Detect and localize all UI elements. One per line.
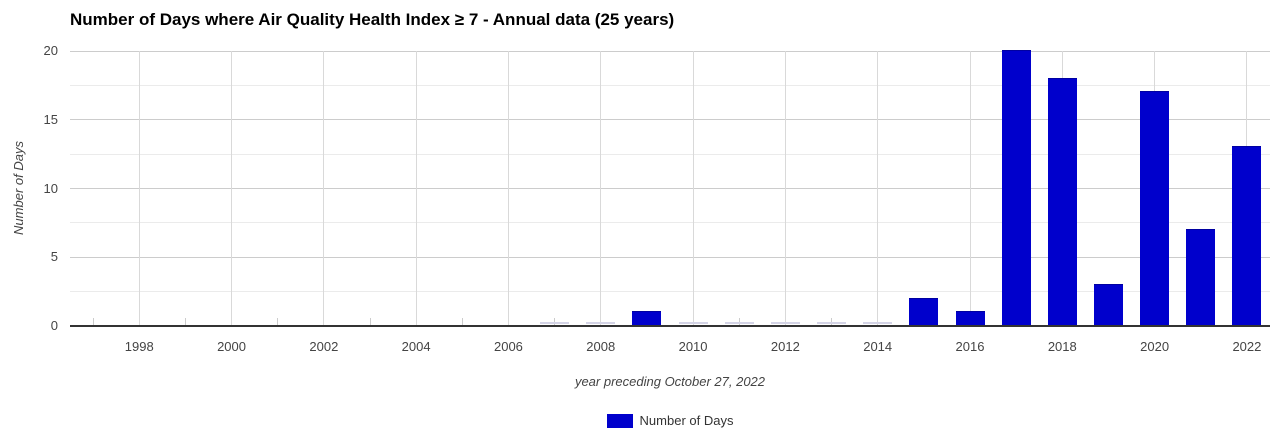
- x-tick-label-2008: 2008: [586, 339, 616, 354]
- gridline-x2016: [969, 51, 971, 326]
- gridline-x2004: [415, 51, 417, 326]
- x-tick-label-2022: 2022: [1232, 339, 1262, 354]
- x-tick-label-2004: 2004: [401, 339, 431, 354]
- y-axis-title: Number of Days: [11, 141, 26, 235]
- x-tick-label-2016: 2016: [955, 339, 985, 354]
- bar-2019[interactable]: [1093, 283, 1123, 326]
- gridline-x2012: [784, 51, 786, 326]
- x-tick-label-2010: 2010: [678, 339, 708, 354]
- x-tick-label-2012: 2012: [770, 339, 800, 354]
- zero-bar-2014: [863, 322, 893, 324]
- legend-label: Number of Days: [639, 413, 734, 428]
- y-tick-label-5: 5: [50, 249, 58, 265]
- y-tick-label-10: 10: [43, 180, 58, 196]
- minor-gridline-y12.5: [70, 153, 1270, 155]
- chart-title: Number of Days where Air Quality Health …: [70, 10, 675, 29]
- x-tick-label-1998: 1998: [124, 339, 154, 354]
- gridline-y5: [70, 256, 1270, 258]
- gridline-x2000: [231, 51, 233, 326]
- x-tick-label-2020: 2020: [1140, 339, 1170, 354]
- bar-2016[interactable]: [955, 311, 985, 326]
- gridline-x2014: [877, 51, 879, 326]
- axis-tick-2011: [738, 318, 740, 325]
- gridline-x2008: [600, 51, 602, 326]
- zero-bar-2007: [540, 322, 570, 324]
- minor-gridline-y7.5: [70, 222, 1270, 224]
- y-tick-label-15: 15: [43, 111, 58, 127]
- x-tick-label-2002: 2002: [309, 339, 339, 354]
- x-axis-title: year preceding October 27, 2022: [574, 374, 766, 389]
- bar-2020[interactable]: [1140, 91, 1170, 326]
- x-tick-label-2018: 2018: [1047, 339, 1077, 354]
- bar-2018[interactable]: [1047, 77, 1077, 326]
- gridline-x2002: [323, 51, 325, 326]
- axis-tick-2001: [277, 318, 279, 325]
- axis-tick-1997: [92, 318, 94, 325]
- x-axis-line: [70, 324, 1270, 327]
- axis-tick-2013: [831, 318, 833, 325]
- bar-2022[interactable]: [1232, 146, 1262, 326]
- zero-bar-2010: [678, 322, 708, 324]
- axis-tick-2003: [369, 318, 371, 325]
- axis-tick-1999: [184, 318, 186, 325]
- gridline-y10: [70, 188, 1270, 189]
- x-tick-label-2014: 2014: [863, 339, 893, 354]
- x-tick-label-2006: 2006: [493, 339, 523, 354]
- zero-bar-2008: [586, 322, 616, 324]
- plot-area: [70, 50, 1270, 327]
- zero-bar-2011: [724, 322, 754, 324]
- legend: Number of Days: [70, 413, 1270, 428]
- gridline-x2006: [507, 51, 509, 326]
- axis-tick-2007: [554, 318, 556, 325]
- zero-bar-2013: [817, 322, 847, 324]
- bar-2015[interactable]: [909, 297, 939, 326]
- y-tick-label-20: 20: [43, 43, 58, 58]
- minor-gridline-y17.5: [70, 84, 1270, 86]
- gridline-y15: [70, 119, 1270, 121]
- bar-2021[interactable]: [1186, 228, 1216, 326]
- y-tick-label-0: 0: [50, 318, 58, 333]
- minor-gridline-y2.5: [70, 291, 1270, 293]
- bar-2017[interactable]: [1001, 50, 1031, 326]
- bar-2009[interactable]: [632, 311, 662, 326]
- gridline-x2010: [692, 51, 694, 326]
- gridline-y20: [70, 50, 1270, 52]
- zero-bar-2012: [770, 322, 800, 324]
- gridline-x1998: [138, 51, 140, 326]
- axis-tick-2005: [461, 318, 463, 325]
- x-tick-label-2000: 2000: [217, 339, 246, 354]
- legend-swatch-icon: [606, 413, 633, 428]
